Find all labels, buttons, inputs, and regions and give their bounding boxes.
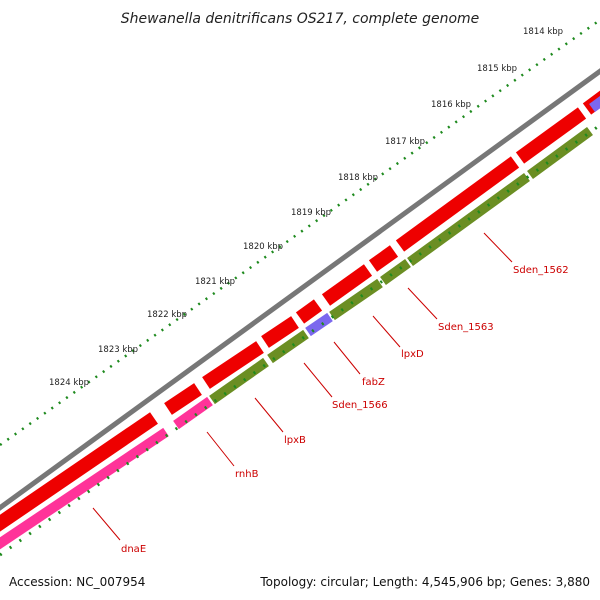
leader-line: [407, 287, 438, 320]
gene-Sden_1566-block: [202, 341, 264, 389]
reverse-block-4: [380, 258, 411, 286]
gene-Sden_1563-block: [321, 264, 373, 306]
gene-label-dnaE: dnaE: [121, 544, 146, 555]
gene-Sden_1562-block: [368, 245, 399, 272]
gene-dnaE-block: [0, 412, 158, 532]
scale-label: 1816 kbp: [431, 100, 471, 110]
gene-labels: Sden_1562 Sden_1563 lpxD fabZ Sden_1566 …: [121, 265, 569, 555]
gene-label-Sden_1563: Sden_1563: [438, 322, 494, 333]
reverse-block-6: [527, 126, 593, 180]
gene-fabZ-block: [261, 316, 299, 348]
gene-label-Sden_1566: Sden_1566: [332, 400, 388, 411]
scale-label: 1820 kbp: [243, 242, 283, 252]
scale-label: 1814 kbp: [523, 27, 563, 37]
leader-line: [483, 232, 513, 263]
gene-lpxB-block: [164, 383, 202, 415]
purple-block: [305, 312, 333, 337]
leader-line: [372, 315, 401, 348]
scale-label: 1823 kbp: [98, 345, 138, 355]
scale-label: 1824 kbp: [49, 378, 89, 388]
gene-label-rnhB: rnhB: [235, 469, 259, 480]
reverse-block-2: [267, 329, 309, 364]
leader-line: [206, 431, 235, 467]
scale-label: 1815 kbp: [477, 64, 517, 74]
scale-label: 1817 kbp: [385, 137, 425, 147]
outer-scale-dots: [0, 18, 600, 447]
scale-label: 1822 kbp: [147, 310, 187, 320]
gene-forward-block-8: [395, 156, 520, 252]
inner-scale-dots: [0, 123, 600, 557]
leader-line: [303, 362, 333, 398]
leader-line: [92, 507, 121, 541]
gene-forward-block-9: [515, 107, 587, 164]
topology-text: Topology: circular; Length: 4,545,906 bp…: [259, 575, 590, 589]
purple-block-2: [589, 96, 600, 113]
reverse-block-1: [209, 357, 269, 405]
scale-label: 1819 kbp: [291, 208, 331, 218]
scale-label: 1818 kbp: [338, 173, 378, 183]
gene-label-lpxD: lpxD: [401, 349, 424, 360]
gene-label-Sden_1562: Sden_1562: [513, 265, 569, 276]
rna-block-rnhB: [173, 396, 213, 430]
leader-line: [333, 341, 361, 375]
map-title: Shewanella denitrificans OS217, complete…: [121, 11, 480, 27]
scale-label: 1821 kbp: [195, 277, 235, 287]
backbone-ring: [0, 68, 600, 511]
gene-label-fabZ: fabZ: [362, 377, 385, 388]
accession-text: Accession: NC_007954: [9, 575, 145, 589]
scale-labels: 1814 kbp 1815 kbp 1816 kbp 1817 kbp 1818…: [49, 27, 563, 388]
leader-line: [254, 397, 284, 433]
gene-label-lpxB: lpxB: [284, 435, 306, 446]
forward-strand-track: [0, 90, 600, 532]
gene-leader-lines: [92, 232, 513, 541]
gene-lpxD-block: [295, 299, 323, 324]
rna-block-dnaE: [0, 427, 169, 550]
